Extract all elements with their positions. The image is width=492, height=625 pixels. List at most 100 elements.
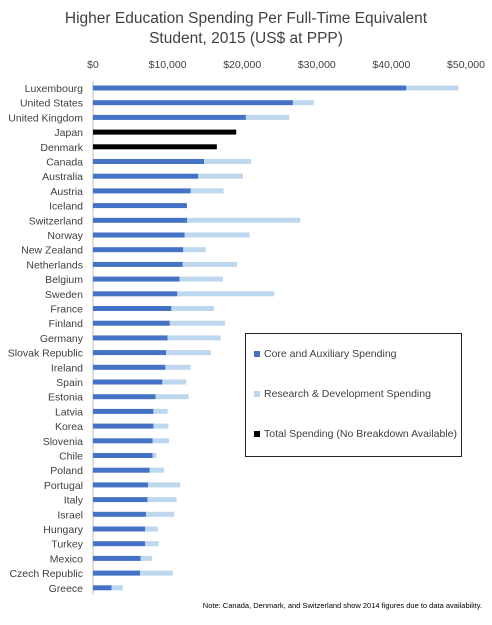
category-label: Greece [49, 583, 84, 595]
category-label: Israel [57, 509, 83, 521]
bar-core-spending [93, 320, 170, 326]
chart-title: Higher Education Spending Per Full-Time … [0, 9, 492, 49]
bar-rnd-spending [167, 335, 221, 341]
bar-rnd-spending [139, 570, 173, 576]
legend-item-core: Core and Auxiliary Spending [254, 348, 397, 360]
bar-rnd-spending [204, 159, 252, 164]
bar-rnd-spending [162, 379, 187, 385]
bar-core-spending [93, 217, 187, 223]
bar-core-spending [93, 203, 187, 209]
bar-core-spending [93, 100, 293, 106]
x-tick-label: $10,000 [149, 59, 187, 71]
bar-core-spending [93, 379, 163, 385]
bar-rnd-spending [153, 423, 169, 429]
category-label: Norway [47, 230, 83, 242]
bar-rnd-spending [182, 261, 237, 267]
category-label: Austria [50, 186, 83, 198]
bar-core-spending [93, 261, 183, 267]
bar-rnd-spending [152, 438, 170, 444]
bar-core-spending [93, 453, 153, 458]
bar-core-spending [93, 335, 168, 341]
bar-rnd-spending [147, 497, 177, 503]
category-label: Latvia [55, 406, 83, 418]
bar-core-spending [93, 291, 178, 297]
bar-total-spending [93, 144, 217, 150]
bar-core-spending [93, 555, 141, 561]
category-label: Turkey [51, 539, 83, 551]
category-label: Estonia [48, 392, 83, 404]
bar-core-spending [93, 188, 191, 194]
chart-note: Note: Canada, Denmark, and Switzerland s… [202, 601, 482, 610]
bar-total-spending [93, 129, 237, 135]
bar-rnd-spending [292, 100, 314, 106]
legend-item-rnd: Research & Development Spending [254, 388, 431, 400]
bar-rnd-spending [152, 453, 157, 458]
bar-core-spending [93, 541, 146, 547]
bar-core-spending [93, 526, 146, 532]
bar-core-spending [93, 467, 150, 473]
bar-core-spending [93, 247, 184, 253]
bar-rnd-spending [145, 526, 158, 532]
bar-rnd-spending [166, 350, 211, 356]
bar-rnd-spending [169, 320, 226, 326]
bar-core-spending [93, 232, 185, 238]
category-label: Sweden [45, 289, 83, 301]
bar-rnd-spending [153, 408, 168, 414]
x-tick-label: $30,000 [298, 59, 336, 71]
bar-core-spending [93, 408, 154, 414]
bar-core-spending [93, 497, 148, 503]
category-label: Canada [46, 157, 83, 169]
bar-core-spending [93, 585, 112, 591]
bar-rnd-spending [183, 247, 206, 253]
category-label: Czech Republic [9, 568, 83, 580]
bar-core-spending [93, 159, 205, 164]
category-label: United States [20, 98, 83, 110]
legend-label-core: Core and Auxiliary Spending [264, 348, 397, 360]
bar-rnd-spending [179, 276, 223, 282]
category-label: Switzerland [29, 215, 83, 227]
legend-label-total: Total Spending (No Breakdown Available) [264, 428, 458, 440]
category-label: Poland [50, 465, 83, 477]
bar-core-spending [93, 114, 246, 120]
bar-core-spending [93, 511, 146, 517]
category-label: Japan [54, 127, 83, 139]
bar-rnd-spending [198, 173, 243, 179]
legend-item-total: Total Spending (No Breakdown Available) [254, 428, 457, 440]
category-label: Belgium [45, 274, 83, 286]
bar-core-spending [93, 394, 156, 400]
bar-rnd-spending [140, 555, 152, 561]
category-label: Mexico [50, 553, 83, 565]
category-label: United Kingdom [8, 112, 83, 124]
category-label: Netherlands [26, 259, 83, 271]
bar-rnd-spending [190, 188, 224, 194]
bar-rnd-spending [148, 482, 181, 488]
category-label: Portugal [44, 480, 83, 492]
category-label: Ireland [51, 362, 83, 374]
bar-rnd-spending [111, 585, 123, 591]
legend-swatch-core [254, 351, 260, 358]
bar-core-spending [93, 438, 153, 444]
category-label: Slovak Republic [8, 348, 83, 360]
bar-rnd-spending [149, 467, 164, 473]
bar-core-spending [93, 350, 167, 356]
bar-core-spending [93, 364, 166, 370]
category-label: Korea [55, 421, 83, 433]
category-label: Italy [64, 495, 84, 507]
bar-core-spending [93, 570, 140, 576]
category-label: Luxembourg [25, 83, 84, 95]
bar-rnd-spending [245, 114, 290, 120]
bar-rnd-spending [171, 306, 214, 311]
category-label: France [50, 304, 83, 316]
bar-core-spending [93, 423, 154, 429]
category-label: Finland [49, 318, 84, 330]
x-tick-label: $0 [87, 59, 99, 71]
x-tick-label: $40,000 [372, 59, 410, 71]
bar-rnd-spending [155, 394, 189, 400]
chart-legend: Core and Auxiliary Spending Research & D… [245, 333, 462, 457]
bar-core-spending [93, 306, 172, 311]
category-label: New Zealand [21, 245, 83, 257]
legend-swatch-rnd [254, 391, 260, 398]
x-tick-label: $50,000 [447, 59, 485, 71]
category-label: Iceland [49, 201, 83, 213]
